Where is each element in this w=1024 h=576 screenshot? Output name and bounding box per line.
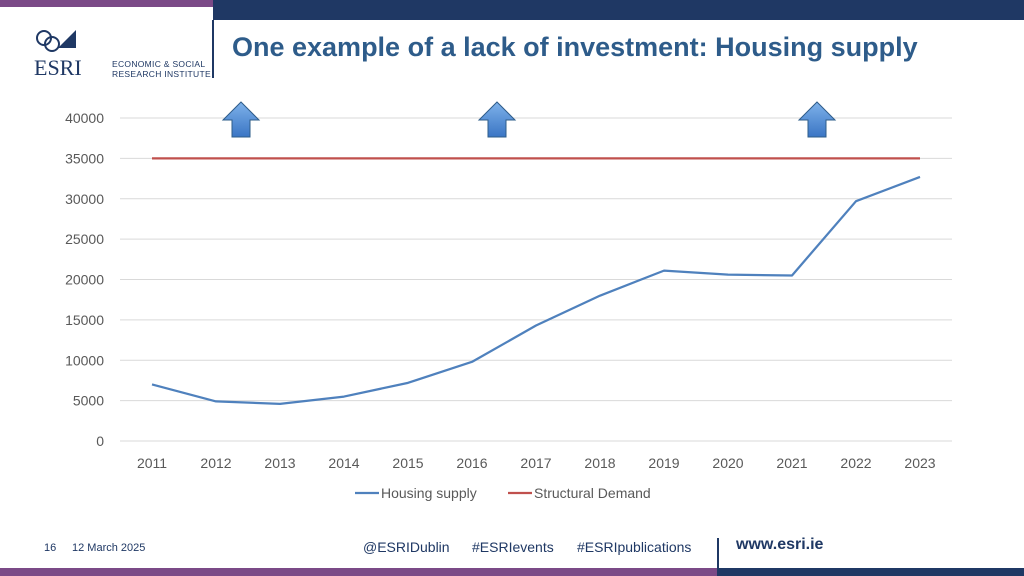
legend-housing-supply-label: Housing supply (381, 485, 477, 501)
up-arrow-icon (221, 101, 261, 138)
top-navy-bar (213, 0, 1024, 20)
legend-structural-demand-label: Structural Demand (534, 485, 651, 501)
y-axis-ticks: 0 5000 10000 15000 20000 25000 30000 35000 40000 (65, 110, 104, 449)
housing-chart: 0 5000 10000 15000 20000 25000 30000 35000 40000… (65, 101, 952, 501)
x-tick-label: 2014 (328, 455, 359, 471)
x-tick-label: 2017 (520, 455, 551, 471)
y-tick-label: 0 (96, 433, 104, 449)
x-tick-label: 2022 (840, 455, 871, 471)
grid-lines (120, 117, 952, 442)
up-arrow-icon (477, 101, 517, 138)
y-tick-label: 25000 (65, 231, 104, 247)
y-tick-label: 20000 (65, 272, 104, 288)
housing-supply-line (151, 175, 921, 405)
logo-line-2: RESEARCH INSTITUTE (112, 69, 211, 79)
series-lines (151, 157, 921, 405)
x-tick-label: 2016 (456, 455, 487, 471)
logo-wordmark: ESRI (34, 55, 82, 80)
top-purple-bar (0, 0, 213, 7)
esri-logo-mark: ESRI (34, 30, 82, 80)
bottom-navy-bar (717, 568, 1024, 576)
up-arrow-icon (797, 101, 837, 138)
x-tick-label: 2018 (584, 455, 615, 471)
page-number: 16 (44, 542, 57, 554)
x-tick-label: 2023 (904, 455, 935, 471)
y-tick-label: 15000 (65, 312, 104, 328)
x-tick-label: 2021 (776, 455, 807, 471)
legend-structural-demand: Structural Demand (508, 485, 651, 501)
bottom-purple-bar (0, 568, 717, 576)
chart-legend: Housing supply Structural Demand (355, 485, 651, 501)
x-tick-label: 2019 (648, 455, 679, 471)
x-tick-label: 2020 (712, 455, 743, 471)
footer-divider (717, 538, 719, 568)
y-tick-label: 30000 (65, 191, 104, 207)
annotation-arrows (221, 101, 837, 138)
y-tick-label: 35000 (65, 150, 104, 166)
legend-housing-supply: Housing supply (355, 485, 477, 501)
logo-line-1: ECONOMIC & SOCIAL (112, 59, 206, 69)
footer-handle[interactable]: @ESRIDublin (363, 539, 450, 555)
x-tick-label: 2012 (200, 455, 231, 471)
website-link[interactable]: www.esri.ie (736, 536, 824, 553)
x-tick-label: 2011 (137, 455, 167, 471)
y-tick-label: 5000 (73, 393, 104, 409)
header-divider (212, 20, 214, 78)
footer-tag-events[interactable]: #ESRIevents (472, 539, 554, 555)
y-tick-label: 10000 (65, 352, 104, 368)
y-tick-label: 40000 (65, 110, 104, 126)
x-tick-label: 2015 (392, 455, 423, 471)
x-axis-ticks: 2011 2012 2013 2014 2015 2016 2017 2018 2019 2020… (137, 455, 936, 471)
footer-date: 12 March 2025 (72, 542, 146, 554)
x-tick-label: 2013 (264, 455, 295, 471)
footer-tag-publications[interactable]: #ESRIpublications (577, 539, 692, 555)
page-title: One example of a lack of investment: Hou… (232, 32, 918, 62)
esri-logo: ESRI ECONOMIC & SOCIAL RESEARCH INSTITUT… (30, 26, 211, 80)
